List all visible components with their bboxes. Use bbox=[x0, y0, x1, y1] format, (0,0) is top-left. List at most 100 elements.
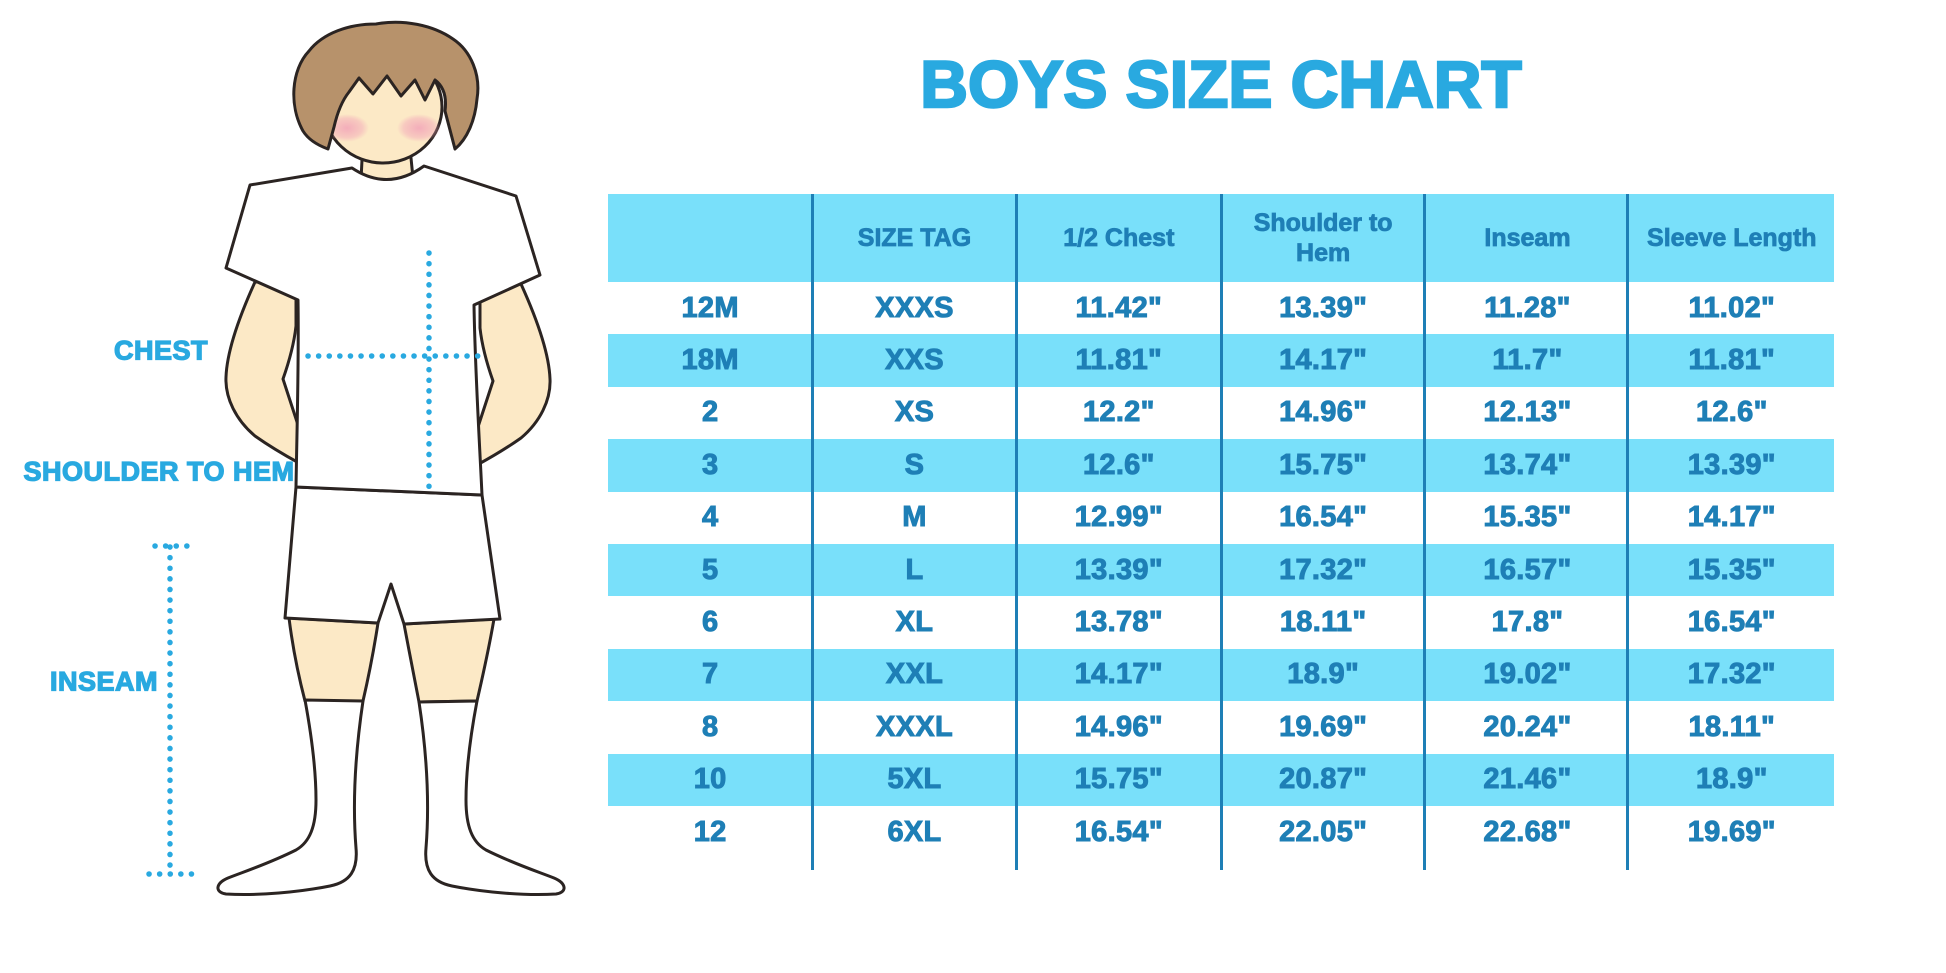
column-divider bbox=[1220, 194, 1223, 871]
table-cell: 14.96" bbox=[1279, 396, 1368, 429]
boy-right-arm bbox=[475, 282, 552, 467]
table-cell: 21.46" bbox=[1483, 763, 1572, 796]
table-cell: 12.6" bbox=[1695, 396, 1768, 429]
header-cell-half-chest: 1/2 Chest bbox=[1063, 224, 1175, 253]
table-cell: 12 bbox=[693, 815, 727, 848]
table-cell: 18.11" bbox=[1279, 606, 1367, 639]
table-cell: XS bbox=[894, 396, 935, 429]
table-row: 12 6XL 16.54" 22.05" 22.68" 19.69" bbox=[608, 806, 1834, 858]
table-row: 2 XS 12.2" 14.96" 12.13" 12.6" bbox=[608, 387, 1834, 439]
boy-hair bbox=[292, 20, 480, 151]
boy-illustration bbox=[146, 20, 566, 897]
table-cell: 3 bbox=[701, 448, 719, 481]
table-cell: S bbox=[904, 448, 925, 481]
table-cell: 13.78" bbox=[1074, 606, 1163, 639]
table-cell: 10 bbox=[693, 763, 727, 796]
table-row: 12M XXXS 11.42" 13.39" 11.28" 11.02" bbox=[608, 282, 1834, 334]
table-cell: 22.05" bbox=[1279, 815, 1368, 848]
table-cell: 14.17" bbox=[1074, 658, 1163, 691]
table-cell: 12.99" bbox=[1074, 501, 1163, 534]
table-cell: 5 bbox=[701, 553, 719, 586]
table-cell: 15.75" bbox=[1279, 448, 1368, 481]
table-row: 4 M 12.99" 16.54" 15.35" 14.17" bbox=[608, 492, 1834, 544]
table-cell: L bbox=[905, 553, 924, 586]
shoulder-to-hem-label: SHOULDER TO HEM bbox=[23, 456, 295, 487]
table-cell: 15.75" bbox=[1074, 763, 1163, 796]
column-divider bbox=[811, 194, 814, 871]
table-cell: 17.32" bbox=[1279, 553, 1368, 586]
header-cell-blank bbox=[608, 194, 812, 282]
boy-left-leg bbox=[287, 616, 380, 703]
table-cell: 13.39" bbox=[1687, 448, 1776, 481]
header-cell-sleeve-length: Sleeve Length bbox=[1647, 224, 1817, 253]
column-divider bbox=[1423, 194, 1426, 871]
table-cell: 17.32" bbox=[1687, 658, 1776, 691]
table-cell: 12M bbox=[681, 291, 739, 324]
table-cell: 22.68" bbox=[1483, 815, 1572, 848]
table-cell: 18.9" bbox=[1695, 763, 1768, 796]
column-divider bbox=[1015, 194, 1018, 871]
boy-shorts bbox=[283, 485, 502, 626]
header-cell-shoulder-to-hem: Shoulder to Hem bbox=[1253, 209, 1393, 268]
table-cell: 8 bbox=[701, 710, 719, 743]
table-cell: 16.54" bbox=[1074, 815, 1163, 848]
table-cell: 18.9" bbox=[1287, 658, 1359, 691]
table-cell: XXS bbox=[885, 344, 945, 377]
header-cell-size-tag: SIZE TAG bbox=[857, 224, 972, 253]
table-cell: 14.17" bbox=[1279, 344, 1368, 377]
table-cell: M bbox=[902, 501, 927, 534]
table-cell: 6XL bbox=[887, 815, 942, 848]
boy-right-leg bbox=[402, 617, 496, 704]
table-cell: XXL bbox=[885, 658, 944, 691]
table-cell: 7 bbox=[701, 658, 719, 691]
table-cell: 14.96" bbox=[1074, 710, 1163, 743]
boy-left-arm bbox=[224, 280, 301, 465]
table-cell: 2 bbox=[701, 396, 719, 429]
table-cell: 19.02" bbox=[1483, 658, 1572, 691]
table-cell: 17.8" bbox=[1491, 606, 1564, 639]
boy-left-sock bbox=[216, 698, 365, 897]
chest-label: CHEST bbox=[113, 335, 209, 366]
table-cell: 19.69" bbox=[1687, 815, 1776, 848]
table-row: 8 XXXL 14.96" 19.69" 20.24" 18.11" bbox=[608, 701, 1834, 753]
table-cell: XXXL bbox=[876, 710, 954, 743]
table-cell: XL bbox=[895, 606, 934, 639]
table-cell: 4 bbox=[701, 501, 719, 534]
column-divider bbox=[1626, 194, 1629, 871]
page-title: BOYS SIZE CHART bbox=[919, 46, 1523, 123]
table-cell: 18M bbox=[681, 344, 739, 377]
table-cell: 16.57" bbox=[1483, 553, 1572, 586]
table-cell: 11.42" bbox=[1075, 291, 1163, 324]
size-table: SIZE TAG 1/2 Chest Shoulder to Hem Insea… bbox=[608, 194, 1834, 871]
table-cell: 11.81" bbox=[1075, 344, 1163, 377]
table-cell: 19.69" bbox=[1279, 710, 1368, 743]
table-cell: 11.28" bbox=[1484, 291, 1571, 324]
table-row: 6 XL 13.78" 18.11" 17.8" 16.54" bbox=[608, 596, 1834, 648]
table-cell: 15.35" bbox=[1483, 501, 1572, 534]
table-cell: 6 bbox=[701, 606, 719, 639]
table-cell: 16.54" bbox=[1687, 606, 1776, 639]
table-cell: 13.39" bbox=[1279, 291, 1368, 324]
header-cell-inseam: Inseam bbox=[1484, 224, 1571, 253]
inseam-label: INSEAM bbox=[49, 666, 159, 697]
boy-right-sock bbox=[417, 699, 566, 897]
table-cell: 11.02" bbox=[1688, 291, 1776, 324]
table-cell: 16.54" bbox=[1279, 501, 1368, 534]
table-cell: 5XL bbox=[887, 763, 942, 796]
table-cell: 18.11" bbox=[1688, 710, 1776, 743]
table-cell: XXXS bbox=[875, 291, 954, 324]
boy-tshirt bbox=[224, 164, 542, 497]
table-cell: 12.13" bbox=[1483, 396, 1572, 429]
table-cell: 12.6" bbox=[1082, 448, 1155, 481]
table-cell: 11.81" bbox=[1688, 344, 1776, 377]
table-cell: 13.74" bbox=[1483, 448, 1572, 481]
table-cell: 12.2" bbox=[1082, 396, 1155, 429]
table-cell: 14.17" bbox=[1687, 501, 1776, 534]
table-cell: 20.87" bbox=[1279, 763, 1368, 796]
table-cell: 13.39" bbox=[1074, 553, 1163, 586]
table-cell: 20.24" bbox=[1483, 710, 1572, 743]
table-cell: 11.7" bbox=[1492, 344, 1563, 377]
boy-blush-right bbox=[397, 114, 441, 142]
table-cell: 15.35" bbox=[1687, 553, 1776, 586]
